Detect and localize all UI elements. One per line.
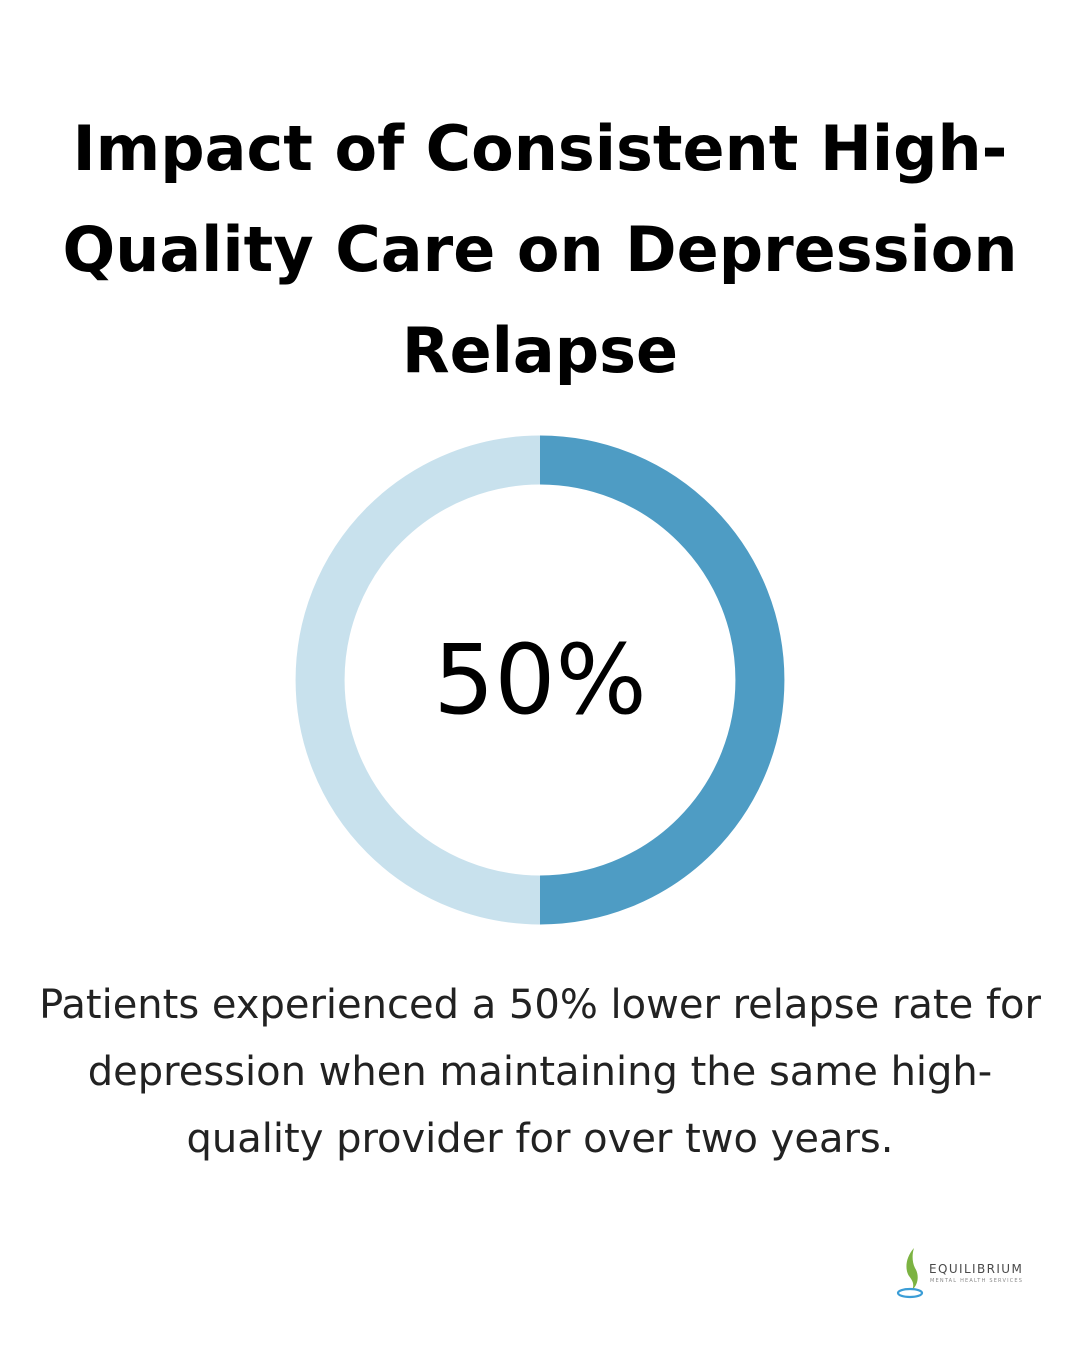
donut-chart: 50%: [295, 435, 785, 925]
equilibrium-logo: EQUILIBRIUM MENTAL HEALTH SERVICES: [893, 1244, 1043, 1300]
chart-title: Impact of Consistent High-Quality Care o…: [62, 112, 1018, 387]
logo-subtitle: MENTAL HEALTH SERVICES: [930, 1278, 1024, 1284]
donut-center-value: 50%: [433, 624, 646, 736]
donut-slice-track: [295, 435, 541, 925]
logo-leaf-shape: [906, 1248, 918, 1290]
logo-water-ripple: [896, 1287, 924, 1299]
leaf-water-icon: [896, 1248, 924, 1299]
donut-slices: [295, 435, 785, 925]
donut-slice-highlight: [539, 435, 785, 925]
logo-name: EQUILIBRIUM: [929, 1262, 1024, 1276]
chart-caption: Patients experienced a 50% lower relapse…: [39, 982, 1041, 1162]
